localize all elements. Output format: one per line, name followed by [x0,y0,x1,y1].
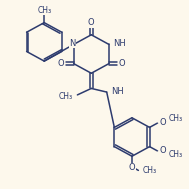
Text: CH₃: CH₃ [59,92,73,101]
Text: N: N [69,39,76,48]
Text: O: O [118,59,125,68]
Text: O: O [160,146,167,155]
Text: CH₃: CH₃ [143,166,157,175]
Text: NH: NH [113,39,125,48]
Text: O: O [129,163,135,172]
Text: O: O [58,59,65,68]
Text: O: O [88,18,95,27]
Text: CH₃: CH₃ [37,6,51,15]
Text: CH₃: CH₃ [168,114,183,123]
Text: O: O [160,118,167,127]
Text: NH: NH [111,87,124,96]
Text: CH₃: CH₃ [168,150,183,159]
